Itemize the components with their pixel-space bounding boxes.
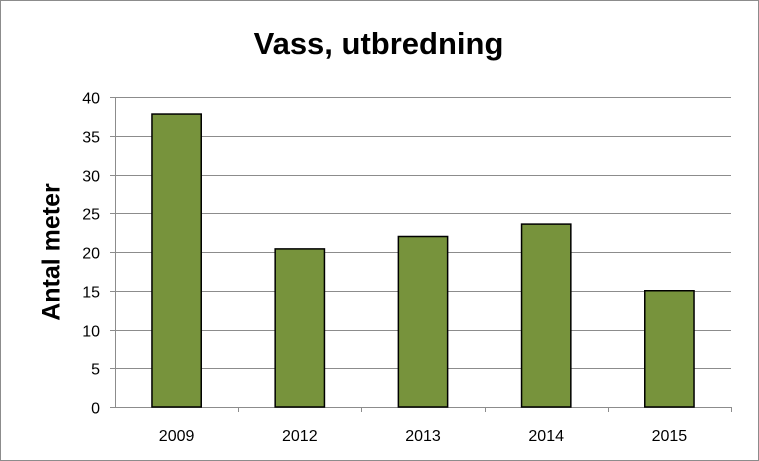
bar-2012 [274,248,326,408]
bar-2013 [397,235,449,408]
x-tick-label: 2013 [405,428,441,445]
y-tick-label: 35 [82,130,100,147]
x-tick-label: 2014 [528,428,564,445]
x-tick-label: 2015 [652,428,688,445]
y-tick-label: 15 [82,285,100,302]
y-tick-label: 10 [82,324,100,341]
y-tick-label: 40 [82,91,100,108]
y-tick-label: 30 [82,169,100,186]
y-tick-label: 20 [82,246,100,263]
y-tick-label: 25 [82,207,100,224]
bars [151,113,695,408]
x-tick-label: 2012 [282,428,318,445]
x-tick-label: 2009 [159,428,195,445]
bar-2015 [644,290,695,408]
chart-title: Vass, utbredning [253,26,504,61]
y-tick-label: 0 [91,401,100,418]
y-tick-label: 5 [91,362,100,379]
bar-2009 [151,113,202,408]
y-tick-labels: 0 5 10 15 20 25 30 35 40 [82,91,100,418]
x-tick-labels: 2009 2012 2013 2014 2015 [159,428,687,445]
bar-2014 [520,223,572,408]
